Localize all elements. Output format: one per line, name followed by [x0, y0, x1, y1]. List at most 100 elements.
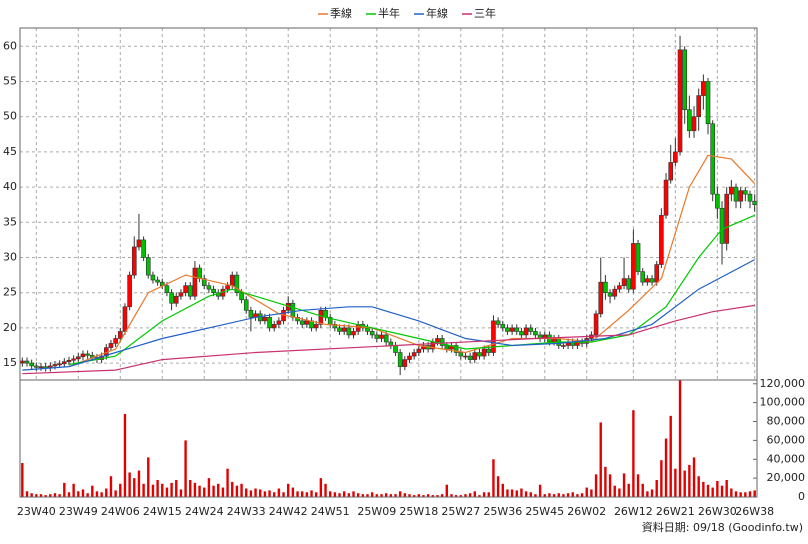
candle-body — [677, 49, 683, 153]
legend-label: 半年 — [378, 6, 400, 20]
volume-bar — [328, 491, 332, 497]
volume-bar — [604, 466, 607, 497]
volume-bar — [161, 483, 164, 497]
volume-bar — [599, 422, 602, 497]
volume-bar — [748, 491, 752, 497]
candle-body — [267, 317, 272, 329]
candle-body — [80, 353, 86, 358]
volume-bar — [128, 472, 131, 497]
volume-bar — [291, 487, 295, 497]
volume-bar — [63, 482, 66, 497]
volume-bar — [655, 480, 658, 497]
candle-body — [668, 162, 674, 181]
y-tick-label: 35 — [3, 215, 17, 228]
volume-bar — [734, 491, 738, 497]
volume-bar — [524, 491, 528, 497]
volume-bar — [147, 457, 150, 497]
candle-body — [645, 278, 650, 283]
volume-bar — [352, 491, 355, 497]
volume-bar — [683, 470, 686, 497]
volume-bar — [650, 489, 654, 497]
x-tick-label: 24W33 — [227, 505, 266, 518]
candle-body — [290, 302, 296, 318]
candle-body — [514, 327, 520, 332]
volume-bar — [380, 494, 383, 497]
candle-body — [617, 285, 622, 290]
candle-body — [659, 214, 664, 265]
volume-bar — [646, 491, 649, 497]
volume-bar — [338, 493, 341, 497]
candle-body — [388, 341, 394, 346]
candle-body — [351, 331, 356, 336]
candle-body — [691, 116, 697, 132]
y2-tick-label: 40,000 — [767, 452, 806, 465]
volume-bar — [753, 490, 756, 497]
volume-bar — [356, 493, 360, 497]
volume-bar — [730, 488, 733, 497]
candle-body — [29, 362, 34, 367]
volume-bar — [585, 487, 588, 497]
legend-label: 季線 — [330, 6, 352, 20]
candle-body — [682, 49, 687, 110]
x-tick-label: 25W27 — [441, 505, 480, 518]
volume-bar — [608, 474, 612, 497]
volume-bar — [277, 488, 281, 497]
candle-body — [631, 243, 636, 290]
candle-body — [533, 331, 538, 336]
candle-body — [136, 239, 142, 248]
x-tick-label: 24W51 — [311, 505, 350, 518]
candle-body — [38, 366, 44, 368]
candle-body — [701, 81, 706, 96]
volume-bar — [263, 491, 267, 497]
candle-body — [710, 123, 715, 195]
volume-bar — [81, 489, 85, 497]
candle-body — [85, 353, 90, 356]
candle-body — [108, 343, 114, 348]
candle-body — [369, 331, 375, 336]
candle-body — [239, 292, 244, 301]
volume-bar — [301, 491, 304, 497]
y-tick-label: 40 — [3, 180, 17, 193]
volume-bar — [235, 485, 239, 497]
volume-bar — [440, 494, 444, 497]
volume-bar — [100, 492, 103, 497]
candle-body — [673, 151, 678, 163]
plot-frame — [19, 27, 758, 498]
candle-body — [197, 267, 202, 279]
candle-body — [523, 327, 529, 336]
x-tick-label: 25W45 — [525, 505, 564, 518]
candle-body — [519, 331, 524, 336]
candle-body — [374, 334, 380, 339]
volume-bar — [72, 483, 75, 497]
candle-body — [509, 327, 515, 332]
volume-bar — [203, 487, 206, 497]
volume-bar — [538, 484, 542, 497]
candle-body — [561, 345, 566, 347]
candle-body — [705, 81, 711, 125]
volume-bar — [44, 495, 47, 497]
volume-bar — [720, 485, 724, 497]
candle-body — [495, 320, 501, 325]
y-tick-label: 30 — [3, 251, 17, 264]
candle-body — [439, 338, 445, 346]
y2-tick-label: 120,000 — [760, 377, 806, 390]
candle-body — [649, 278, 655, 283]
volume-bar — [450, 494, 453, 497]
candle-body — [20, 360, 25, 364]
volume-bar — [114, 490, 117, 497]
candle-body — [607, 292, 613, 297]
candle-body — [313, 324, 319, 329]
volume-bar — [207, 478, 211, 497]
candle-body — [34, 365, 39, 368]
volume-bar — [268, 490, 271, 497]
volume-bar — [319, 478, 323, 497]
volume-bar — [669, 415, 672, 497]
y-tick-label: 25 — [3, 286, 17, 299]
volume-bar — [468, 493, 472, 497]
candle-body — [127, 274, 132, 308]
volume-bar — [520, 488, 523, 497]
candle-body — [654, 264, 660, 283]
y2-tick-label: 80,000 — [767, 415, 806, 428]
volume-bar — [398, 491, 402, 497]
volume-bar — [240, 483, 243, 497]
